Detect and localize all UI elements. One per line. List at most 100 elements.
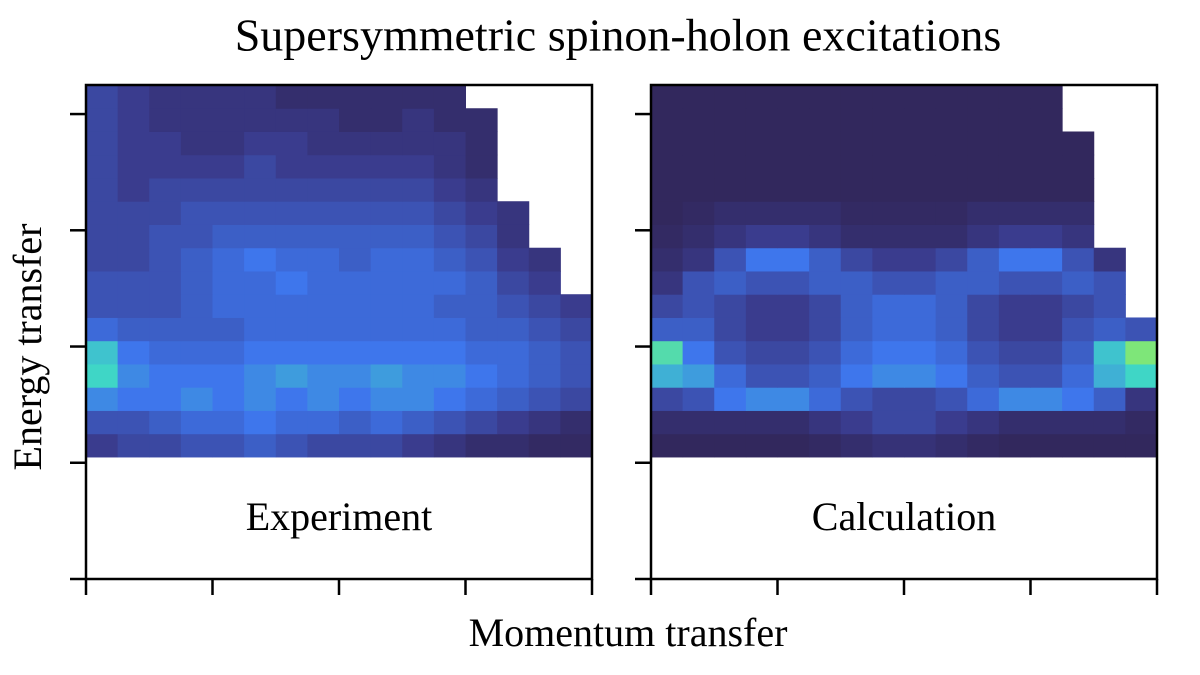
heatmap-cell xyxy=(840,224,873,249)
heatmap-cell xyxy=(1062,317,1095,342)
heatmap-cell xyxy=(745,85,778,109)
heatmap-cell xyxy=(528,387,561,411)
heatmap-cell xyxy=(465,363,498,388)
heatmap-cell xyxy=(872,317,905,342)
heatmap-cell xyxy=(86,410,119,435)
heatmap-cell xyxy=(998,131,1031,156)
heatmap-cell xyxy=(433,224,466,249)
heatmap-cell xyxy=(651,201,684,225)
heatmap-cell xyxy=(560,340,593,365)
heatmap-cell xyxy=(149,201,182,225)
heatmap-cell xyxy=(998,410,1031,435)
heatmap-cell xyxy=(809,85,842,109)
heatmap-cell xyxy=(339,247,372,272)
heatmap-cell xyxy=(1093,270,1126,295)
heatmap-cell xyxy=(967,131,1000,156)
heatmap-cell xyxy=(370,363,403,388)
heatmap-cell xyxy=(117,294,150,318)
heatmap-cell xyxy=(117,108,150,132)
heatmap-cell xyxy=(904,154,937,179)
heatmap-cell xyxy=(433,270,466,295)
heatmap-cell xyxy=(840,410,873,435)
heatmap-cell xyxy=(998,270,1031,295)
heatmap-cell xyxy=(86,108,119,132)
heatmap-cell xyxy=(904,387,937,411)
heatmap-cell xyxy=(275,410,308,435)
heatmap-cell xyxy=(149,340,182,365)
heatmap-cell xyxy=(307,340,340,365)
heatmap-cell xyxy=(465,177,498,202)
heatmap-cell xyxy=(307,270,340,295)
heatmap-cell xyxy=(777,224,810,249)
heatmap-cell xyxy=(433,410,466,435)
heatmap-cell xyxy=(682,224,715,249)
heatmap-cell xyxy=(402,317,435,342)
heatmap-cell xyxy=(872,247,905,272)
heatmap-cell xyxy=(307,201,340,225)
heatmap-cell xyxy=(872,387,905,411)
heatmap-cell xyxy=(212,154,245,179)
heatmap-cell xyxy=(935,410,968,435)
heatmap-cell xyxy=(402,410,435,435)
heatmap-cell xyxy=(1093,340,1126,365)
heatmap-cell xyxy=(904,294,937,318)
heatmap-cell xyxy=(714,131,747,156)
heatmap-cell xyxy=(370,108,403,132)
heatmap-cell xyxy=(465,410,498,435)
heatmap-cell xyxy=(777,177,810,202)
heatmap-cell xyxy=(998,317,1031,342)
heatmap-cell xyxy=(528,410,561,435)
heatmap-cell xyxy=(433,154,466,179)
heatmap-cell xyxy=(904,131,937,156)
heatmap-cell xyxy=(682,131,715,156)
heatmap-cell xyxy=(212,85,245,109)
heatmap-cell xyxy=(904,177,937,202)
heatmap-cell xyxy=(935,131,968,156)
heatmap-cell xyxy=(1030,224,1063,249)
heatmap-cell xyxy=(244,131,277,156)
heatmap-cell xyxy=(307,131,340,156)
heatmap-cell xyxy=(244,317,277,342)
heatmap-cell xyxy=(745,410,778,435)
heatmap-cell xyxy=(339,410,372,435)
heatmap-cell xyxy=(1062,154,1095,179)
heatmap-cell xyxy=(86,131,119,156)
heatmap-cell xyxy=(809,317,842,342)
heatmap-cell xyxy=(212,410,245,435)
heatmap-cell xyxy=(1062,294,1095,318)
heatmap-cell xyxy=(433,433,466,458)
heatmap-cell xyxy=(967,317,1000,342)
heatmap-cell xyxy=(651,410,684,435)
heatmap-cell xyxy=(935,108,968,132)
heatmap-cell xyxy=(840,85,873,109)
heatmap-cell xyxy=(244,85,277,109)
heatmap-cell xyxy=(651,154,684,179)
heatmap-cell xyxy=(339,108,372,132)
heatmap-cell xyxy=(307,433,340,458)
heatmap-cell xyxy=(465,294,498,318)
heatmap-cell xyxy=(180,387,213,411)
heatmap-cell xyxy=(402,154,435,179)
heatmap-cell xyxy=(967,85,1000,109)
heatmap-cell xyxy=(244,363,277,388)
heatmap-cell xyxy=(244,201,277,225)
heatmap-cell xyxy=(339,154,372,179)
heatmap-cell xyxy=(528,433,561,458)
heatmap-cell xyxy=(244,387,277,411)
heatmap-cell xyxy=(872,85,905,109)
heatmap-cell xyxy=(745,177,778,202)
heatmap-cell xyxy=(935,154,968,179)
heatmap-cell xyxy=(840,108,873,132)
heatmap-cell xyxy=(1030,387,1063,411)
heatmap-cell xyxy=(402,224,435,249)
heatmap-cell xyxy=(904,410,937,435)
heatmap-cell xyxy=(180,410,213,435)
heatmap-cell xyxy=(433,387,466,411)
heatmap-cell xyxy=(809,363,842,388)
heatmap-cell xyxy=(244,294,277,318)
heatmap-cell xyxy=(872,433,905,458)
heatmap-cell xyxy=(560,387,593,411)
heatmap-cell xyxy=(1093,387,1126,411)
heatmap-cell xyxy=(1093,294,1126,318)
heatmap-cell xyxy=(370,433,403,458)
